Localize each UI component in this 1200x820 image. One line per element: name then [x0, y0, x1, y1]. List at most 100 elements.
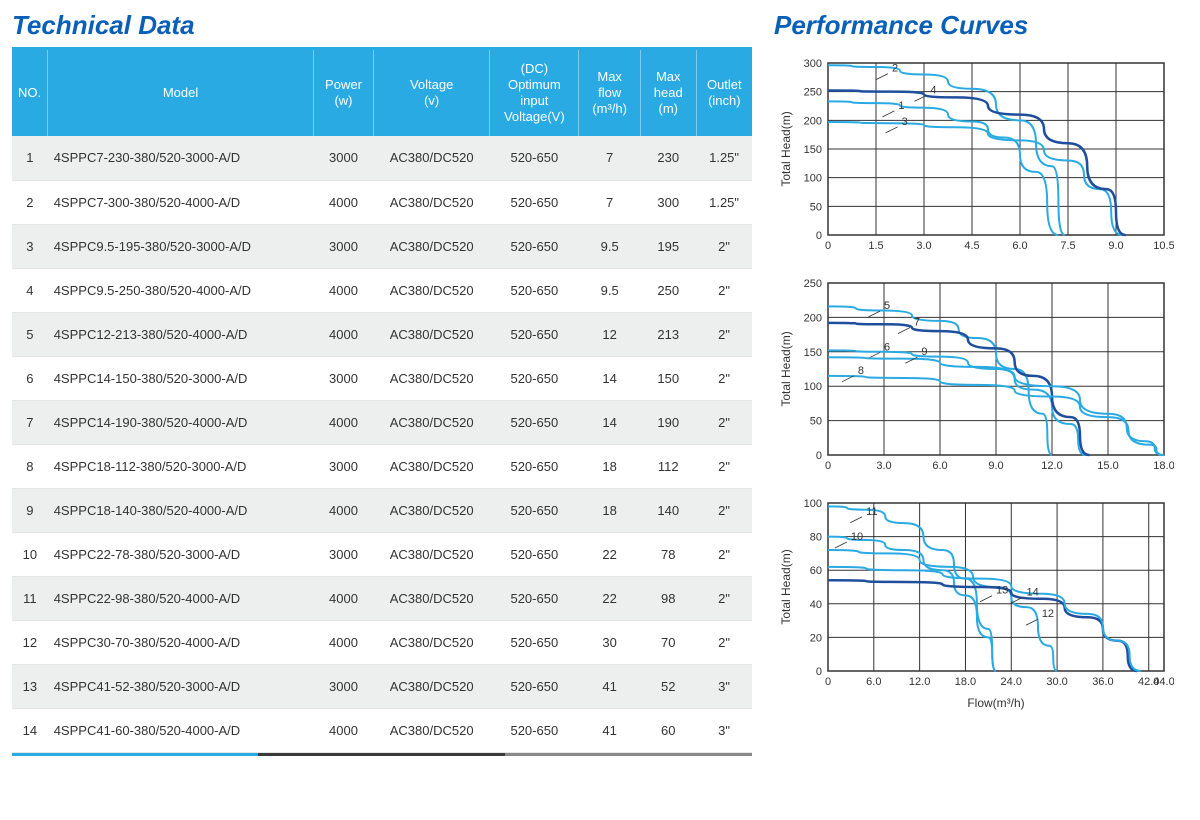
- table-cell: 2": [696, 356, 752, 400]
- table-cell: 2": [696, 444, 752, 488]
- table-cell: 4SPPC9.5-195-380/520-3000-A/D: [48, 224, 314, 268]
- table-cell: 520-650: [490, 576, 579, 620]
- table-cell: 60: [640, 708, 696, 752]
- curve-label-8: 8: [858, 365, 864, 377]
- performance-chart: 05010015020025030001.53.04.56.07.59.010.…: [774, 53, 1174, 263]
- table-row: 104SPPC22-78-380/520-3000-A/D3000AC380/D…: [12, 532, 752, 576]
- table-cell: 7: [579, 136, 640, 180]
- svg-text:150: 150: [804, 144, 822, 156]
- svg-text:0: 0: [816, 230, 822, 242]
- table-cell: 140: [640, 488, 696, 532]
- performance-curves-panel: Performance Curves 05010015020025030001.…: [774, 10, 1174, 810]
- technical-data-title: Technical Data: [12, 10, 752, 41]
- table-cell: 18: [579, 488, 640, 532]
- table-cell: 520-650: [490, 224, 579, 268]
- svg-text:18.0: 18.0: [955, 676, 976, 688]
- table-header-cell: Maxhead(m): [640, 50, 696, 136]
- svg-text:6.0: 6.0: [1012, 240, 1027, 252]
- table-cell: 2": [696, 488, 752, 532]
- table-cell: AC380/DC520: [374, 136, 490, 180]
- svg-text:250: 250: [804, 87, 822, 99]
- table-row: 134SPPC41-52-380/520-3000-A/D3000AC380/D…: [12, 664, 752, 708]
- table-cell: 4000: [313, 488, 373, 532]
- table-cell: AC380/DC520: [374, 488, 490, 532]
- svg-text:6.0: 6.0: [932, 460, 947, 472]
- table-cell: 4SPPC9.5-250-380/520-4000-A/D: [48, 268, 314, 312]
- table-cell: 4SPPC41-52-380/520-3000-A/D: [48, 664, 314, 708]
- table-cell: AC380/DC520: [374, 224, 490, 268]
- table-cell: 9.5: [579, 224, 640, 268]
- table-row: 94SPPC18-140-380/520-4000-A/D4000AC380/D…: [12, 488, 752, 532]
- svg-text:Total Head(m): Total Head(m): [779, 331, 793, 406]
- table-footer-rule: [12, 753, 752, 756]
- table-header-cell: Voltage(v): [374, 50, 490, 136]
- svg-text:3.0: 3.0: [916, 240, 931, 252]
- svg-text:200: 200: [804, 312, 822, 324]
- table-cell: 8: [12, 444, 48, 488]
- table-row: 84SPPC18-112-380/520-3000-A/D3000AC380/D…: [12, 444, 752, 488]
- table-cell: 520-650: [490, 268, 579, 312]
- curve-label-4: 4: [930, 84, 936, 96]
- table-cell: 22: [579, 576, 640, 620]
- table-cell: 213: [640, 312, 696, 356]
- curve-3: [828, 122, 1122, 235]
- table-cell: AC380/DC520: [374, 444, 490, 488]
- table-cell: 4SPPC18-140-380/520-4000-A/D: [48, 488, 314, 532]
- table-cell: 52: [640, 664, 696, 708]
- table-cell: 18: [579, 444, 640, 488]
- table-cell: 2": [696, 620, 752, 664]
- table-cell: 520-650: [490, 664, 579, 708]
- table-cell: 4SPPC22-98-380/520-4000-A/D: [48, 576, 314, 620]
- table-row: 74SPPC14-190-380/520-4000-A/D4000AC380/D…: [12, 400, 752, 444]
- svg-text:200: 200: [804, 115, 822, 127]
- curve-label-3: 3: [902, 116, 908, 128]
- technical-data-table: NO.ModelPower(w)Voltage(v)(DC)Optimuminp…: [12, 50, 752, 753]
- table-cell: 22: [579, 532, 640, 576]
- table-row: 144SPPC41-60-380/520-4000-A/D4000AC380/D…: [12, 708, 752, 752]
- svg-text:60: 60: [810, 565, 822, 577]
- table-cell: 3": [696, 708, 752, 752]
- table-cell: 112: [640, 444, 696, 488]
- table-header-cell: Model: [48, 50, 314, 136]
- table-cell: 2": [696, 312, 752, 356]
- table-cell: 1.25": [696, 136, 752, 180]
- table-cell: 2": [696, 268, 752, 312]
- table-cell: 14: [579, 356, 640, 400]
- table-cell: 4SPPC14-190-380/520-4000-A/D: [48, 400, 314, 444]
- table-cell: 520-650: [490, 620, 579, 664]
- chart-1: 05010015020025030001.53.04.56.07.59.010.…: [774, 53, 1174, 267]
- svg-text:Total Head(m): Total Head(m): [779, 549, 793, 624]
- table-cell: 11: [12, 576, 48, 620]
- svg-text:100: 100: [804, 498, 822, 510]
- svg-text:300: 300: [804, 58, 822, 70]
- table-header-cell: Outlet(inch): [696, 50, 752, 136]
- table-cell: 2": [696, 576, 752, 620]
- table-row: 44SPPC9.5-250-380/520-4000-A/D4000AC380/…: [12, 268, 752, 312]
- table-cell: 4000: [313, 180, 373, 224]
- svg-text:Flow(m³/h): Flow(m³/h): [967, 696, 1024, 710]
- svg-text:24.0: 24.0: [1001, 676, 1022, 688]
- table-row: 34SPPC9.5-195-380/520-3000-A/D3000AC380/…: [12, 224, 752, 268]
- curve-label-9: 9: [921, 346, 927, 358]
- curve-7: [828, 323, 1089, 455]
- table-cell: 520-650: [490, 400, 579, 444]
- table-header-cell: Power(w): [313, 50, 373, 136]
- table-cell: 7: [579, 180, 640, 224]
- table-cell: 520-650: [490, 136, 579, 180]
- svg-text:44.0: 44.0: [1153, 676, 1174, 688]
- svg-text:250: 250: [804, 278, 822, 290]
- table-row: 114SPPC22-98-380/520-4000-A/D4000AC380/D…: [12, 576, 752, 620]
- performance-chart: 02040608010006.012.018.024.030.036.042.0…: [774, 493, 1174, 713]
- svg-text:4.5: 4.5: [964, 240, 979, 252]
- table-cell: 4SPPC18-112-380/520-3000-A/D: [48, 444, 314, 488]
- chart-3: 02040608010006.012.018.024.030.036.042.0…: [774, 493, 1174, 717]
- svg-text:Total Head(m): Total Head(m): [779, 111, 793, 186]
- table-cell: 14: [12, 708, 48, 752]
- table-cell: 5: [12, 312, 48, 356]
- table-cell: 10: [12, 532, 48, 576]
- table-cell: AC380/DC520: [374, 356, 490, 400]
- curve-label-13: 13: [996, 585, 1008, 597]
- svg-text:0: 0: [825, 676, 831, 688]
- table-cell: 30: [579, 620, 640, 664]
- performance-curves-title: Performance Curves: [774, 10, 1174, 41]
